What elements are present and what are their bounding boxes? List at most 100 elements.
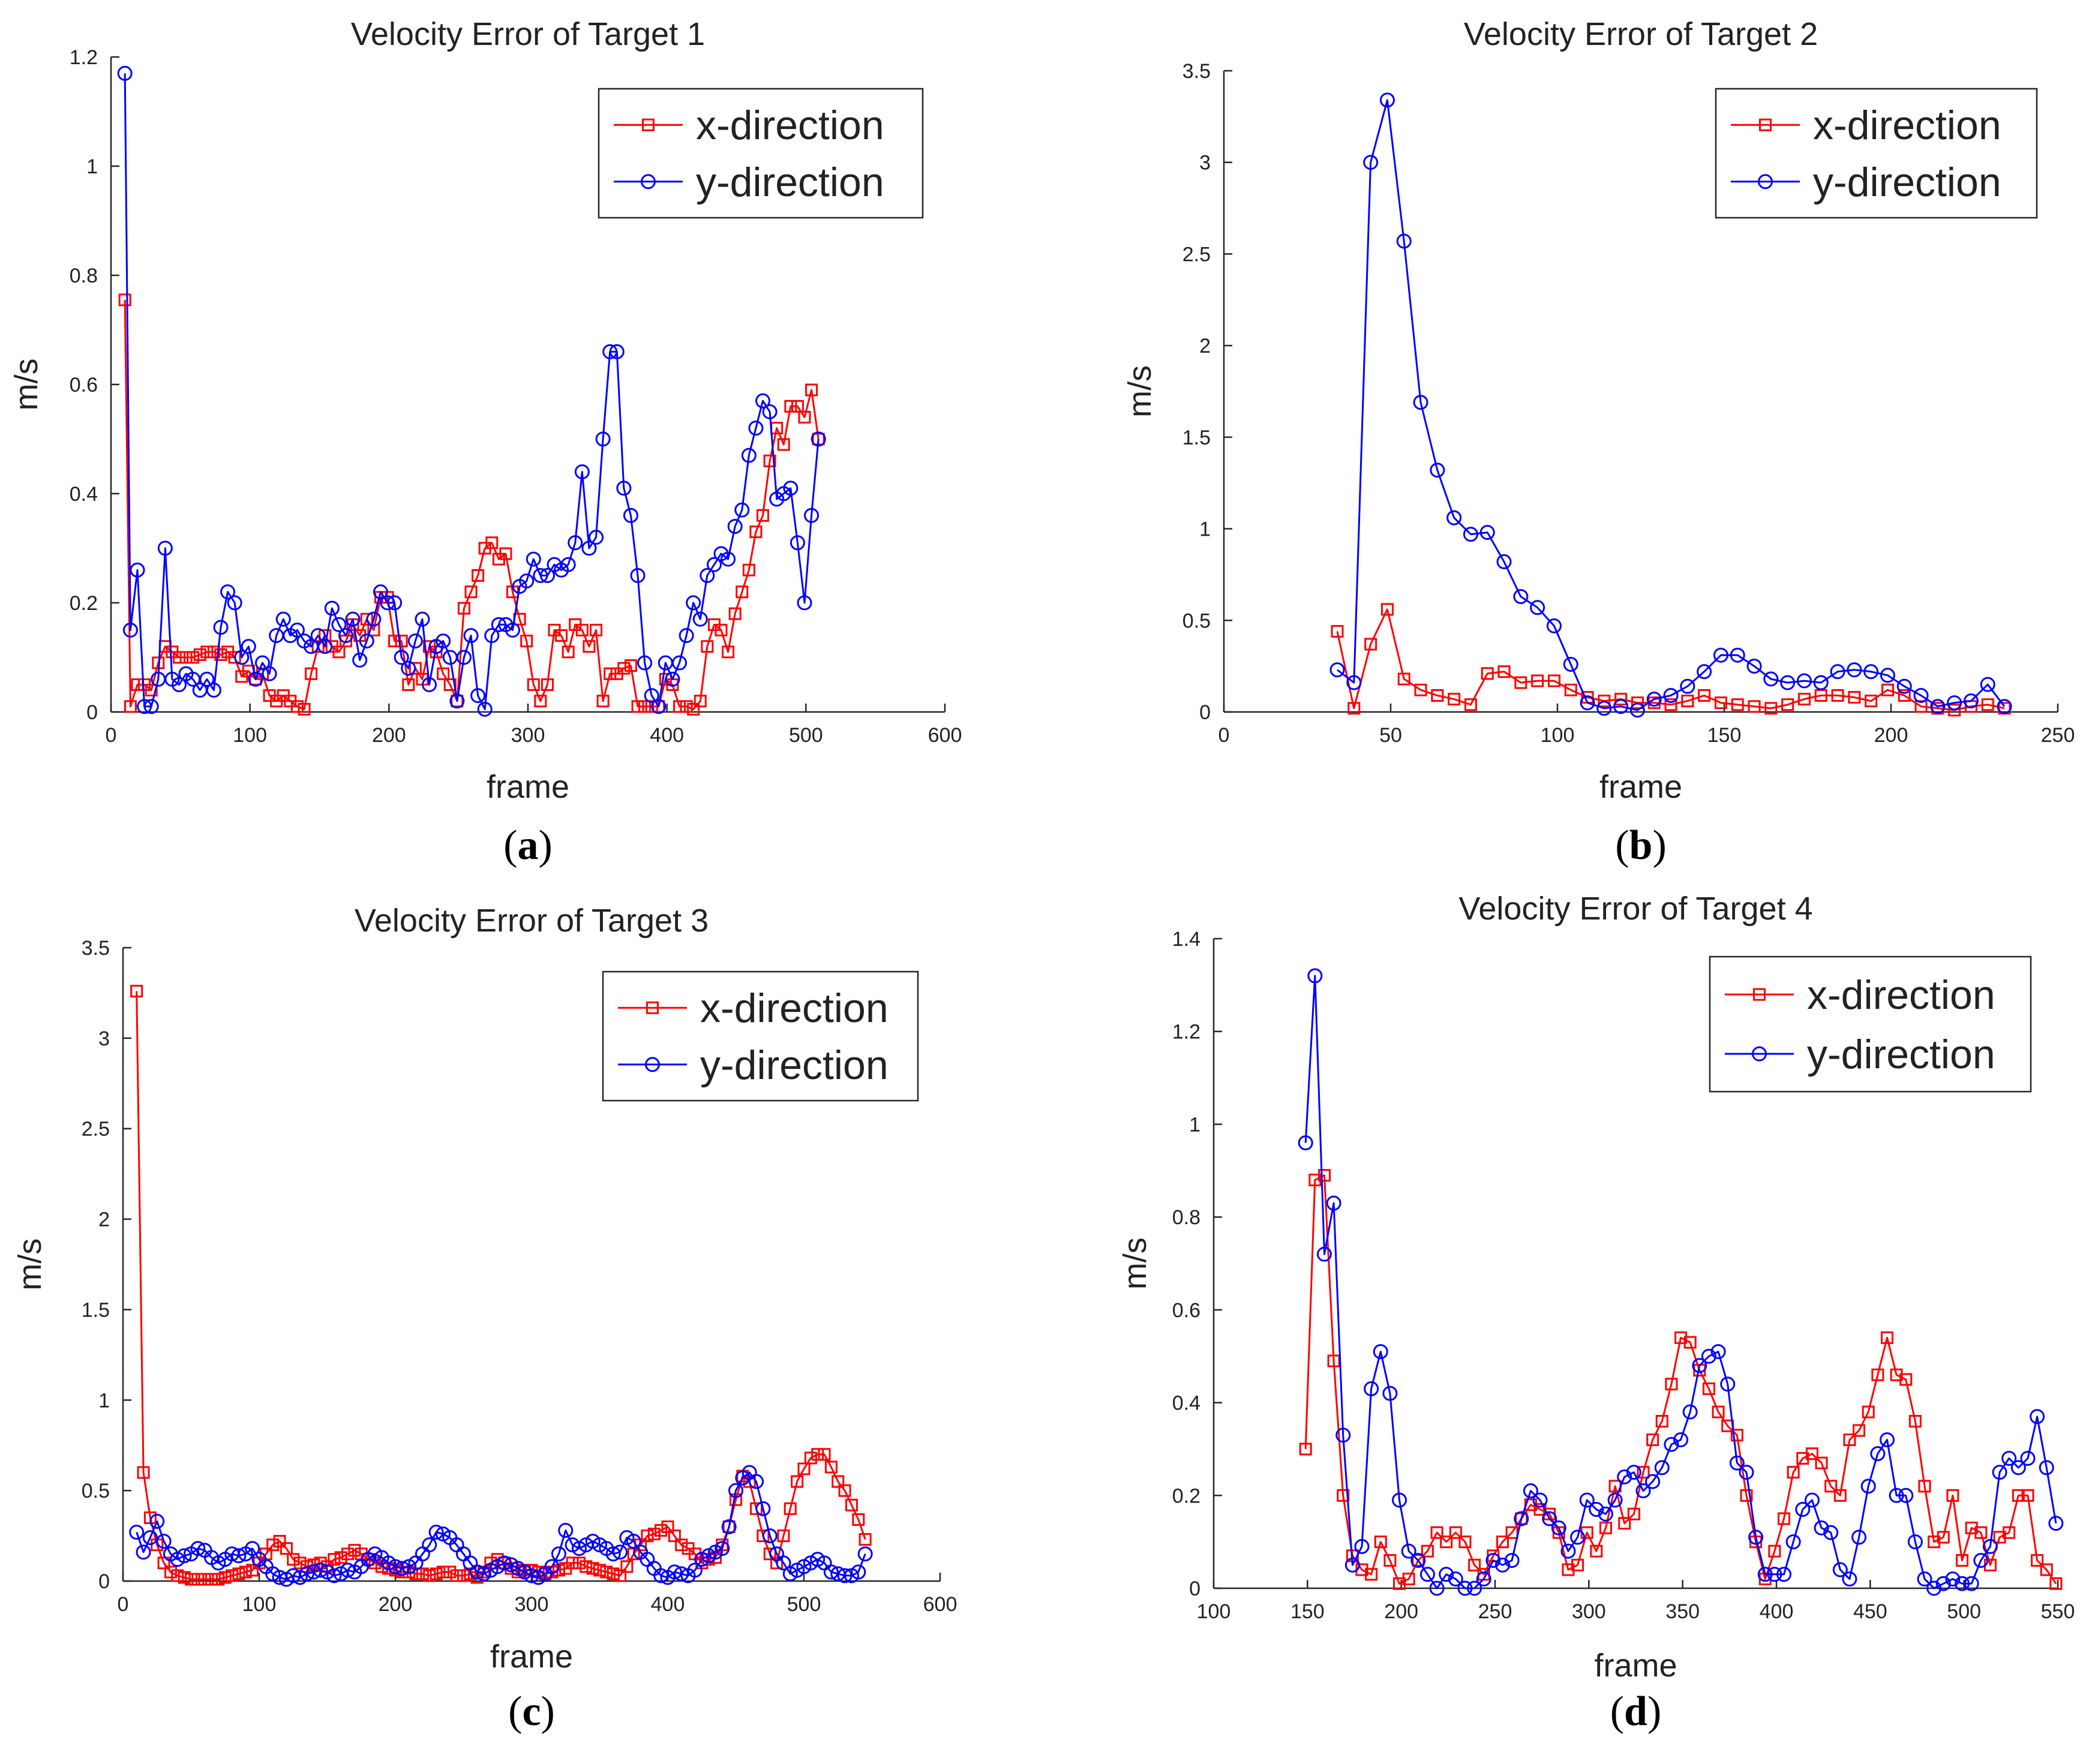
- data-point: [1898, 1487, 1914, 1503]
- data-point: [1410, 1553, 1426, 1568]
- data-point: [749, 525, 763, 539]
- x-tick-label: 200: [1874, 724, 1908, 747]
- legend-marker-swatch: [641, 174, 656, 190]
- y-tick-label: 3: [98, 1027, 110, 1050]
- series-line: [124, 73, 820, 710]
- data-point: [428, 1525, 444, 1540]
- y-axis-label: m/s: [8, 359, 44, 411]
- data-point: [130, 562, 145, 578]
- data-point: [613, 1544, 628, 1560]
- x-axis-label: frame: [487, 769, 569, 805]
- data-point: [1935, 1576, 1951, 1591]
- data-point: [741, 447, 757, 463]
- data-point: [805, 383, 818, 396]
- data-point: [1879, 1432, 1895, 1447]
- data-point: [326, 1568, 342, 1583]
- data-point: [566, 1556, 579, 1570]
- data-point: [505, 623, 521, 638]
- data-point: [1579, 1492, 1595, 1508]
- legend: x-direction y-direction: [1715, 88, 2038, 219]
- data-point: [568, 535, 583, 551]
- data-point: [450, 1569, 463, 1582]
- data-point: [334, 1551, 347, 1564]
- data-point: [667, 1564, 682, 1580]
- data-point: [1413, 395, 1428, 410]
- data-point: [190, 1541, 206, 1556]
- data-point: [1439, 1567, 1454, 1582]
- y-tick-label: 1.5: [1182, 426, 1211, 449]
- data-point: [1730, 647, 1745, 663]
- data-point: [314, 1556, 327, 1570]
- data-point: [1397, 672, 1410, 686]
- data-point: [1663, 688, 1679, 704]
- data-point: [1701, 1348, 1716, 1364]
- data-point: [791, 1475, 804, 1488]
- panel-label: (a): [503, 822, 553, 869]
- panel-label: (d): [1610, 1688, 1662, 1735]
- x-tick-label: 50: [1379, 724, 1402, 747]
- data-point: [191, 1573, 205, 1586]
- x-tick-label: 150: [1290, 1600, 1325, 1623]
- data-point: [1955, 1576, 1970, 1591]
- data-point: [1346, 675, 1362, 690]
- legend-box: [602, 970, 919, 1102]
- data-point: [1778, 1512, 1791, 1525]
- y-tick-label: 3.5: [82, 937, 110, 960]
- data-point: [118, 293, 131, 306]
- data-point: [1380, 603, 1394, 616]
- data-point: [605, 1546, 621, 1562]
- data-point: [1654, 1460, 1670, 1475]
- data-point: [596, 695, 610, 708]
- data-point: [484, 628, 500, 644]
- data-point: [1913, 688, 1929, 704]
- data-point: [1946, 1489, 1959, 1502]
- data-point: [1590, 1544, 1603, 1558]
- y-tick-label: 2.5: [1182, 243, 1211, 266]
- data-point: [423, 1569, 436, 1582]
- data-point: [1383, 1554, 1397, 1567]
- data-point: [1457, 1580, 1473, 1596]
- data-point: [1382, 1386, 1398, 1401]
- x-tick-label: 200: [372, 724, 406, 747]
- y-tick-label: 0.5: [1182, 609, 1211, 632]
- y-axis-label: m/s: [1117, 1237, 1153, 1290]
- data-point: [1702, 1382, 1715, 1395]
- data-point: [583, 640, 596, 653]
- data-point: [179, 651, 193, 664]
- data-point: [1748, 700, 1761, 713]
- y-tick-label: 0: [98, 1570, 110, 1593]
- data-point: [1514, 676, 1527, 689]
- panel-paren: (: [508, 1688, 522, 1735]
- x-tick-label: 100: [233, 724, 267, 747]
- panel-label: (b): [1615, 822, 1667, 869]
- data-point: [472, 569, 485, 582]
- data-point: [232, 1567, 245, 1580]
- data-point: [614, 1569, 627, 1582]
- data-point: [1392, 1492, 1407, 1508]
- legend-marker-swatch: [645, 1057, 660, 1072]
- data-point: [851, 1564, 866, 1580]
- data-point: [1880, 1331, 1893, 1344]
- data-point: [227, 595, 242, 611]
- data-point: [1468, 1558, 1481, 1571]
- data-point: [1805, 1447, 1818, 1461]
- data-point: [562, 645, 575, 659]
- data-point: [1374, 1535, 1387, 1549]
- data-point: [341, 1547, 355, 1561]
- data-point: [143, 699, 159, 714]
- data-point: [832, 1475, 845, 1488]
- data-point: [757, 509, 770, 522]
- data-point: [173, 651, 186, 664]
- data-point: [823, 1564, 839, 1580]
- data-point: [470, 688, 486, 704]
- data-point: [665, 671, 680, 687]
- data-point: [748, 420, 764, 436]
- data-point: [701, 640, 714, 653]
- chart-title: Velocity Error of Target 3: [355, 903, 709, 939]
- data-point: [246, 1564, 259, 1577]
- data-point: [777, 438, 790, 451]
- data-point: [728, 1483, 743, 1498]
- data-point: [811, 431, 826, 447]
- x-tick-label: 500: [1947, 1600, 1981, 1623]
